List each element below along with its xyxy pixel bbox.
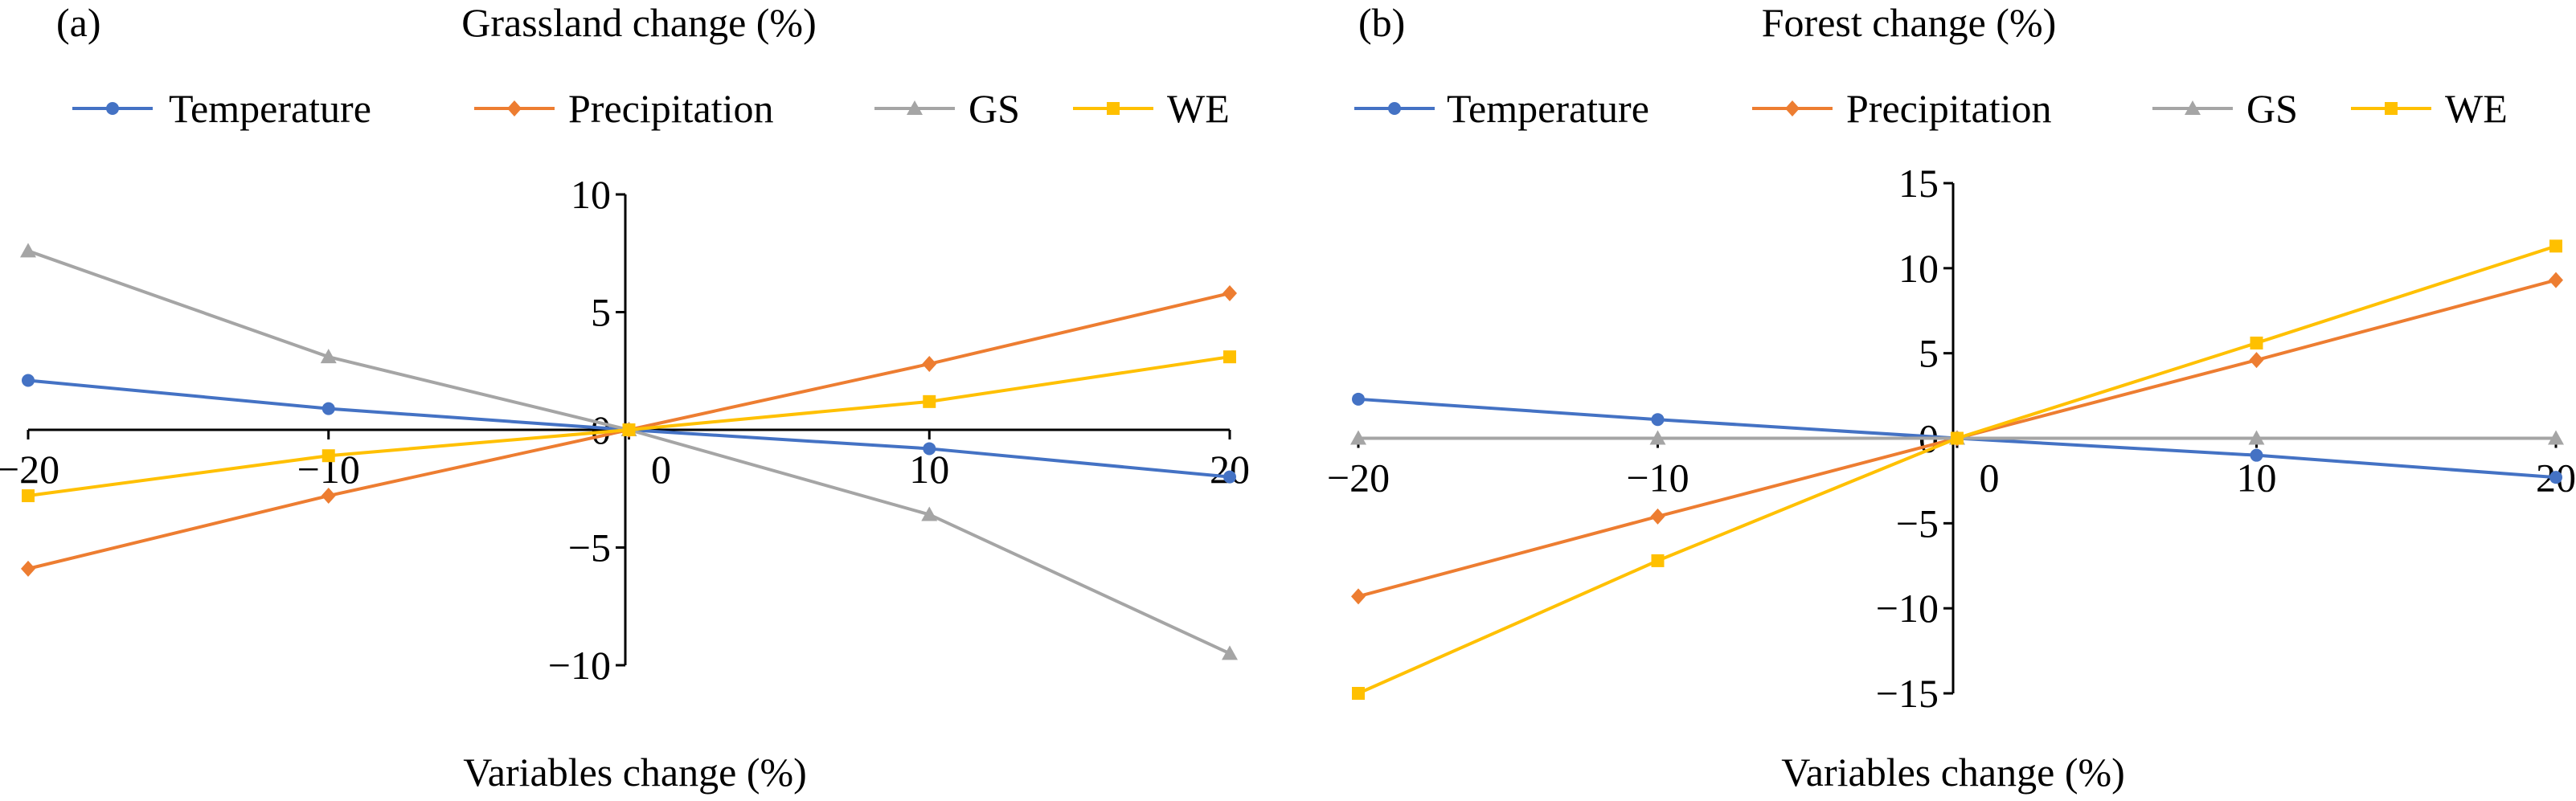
x-tick-label: −10	[1626, 456, 1689, 501]
data-point-we	[321, 449, 335, 463]
legend-marker	[106, 102, 119, 115]
data-point-we	[1352, 687, 1365, 700]
data-point-temperature	[923, 442, 936, 456]
data-point-temperature	[1223, 470, 1236, 484]
y-tick-label: −10	[548, 643, 611, 688]
legend-marker	[1785, 100, 1800, 116]
data-point-we	[1951, 431, 1964, 445]
y-tick-label: −15	[1876, 671, 1939, 716]
legend-label: Precipitation	[1846, 86, 2052, 131]
data-point-we	[22, 489, 35, 503]
x-tick-label: 10	[2237, 456, 2277, 501]
data-point-temperature	[1352, 392, 1365, 406]
y-tick-label: −10	[1876, 586, 1939, 631]
y-tick-label: 15	[1898, 161, 1939, 206]
data-point-gs	[320, 349, 337, 364]
series-line-gs	[27, 249, 1231, 656]
panel-b-label: (b)	[1358, 0, 1405, 45]
data-point-precipitation	[1351, 588, 1366, 605]
legend-marker	[2185, 100, 2201, 115]
data-point-gs	[2548, 430, 2564, 445]
legend: Temperature Precipitation GS WE	[1354, 86, 2508, 131]
data-point-precipitation	[21, 560, 35, 577]
legend-item-precipitation: Precipitation	[474, 86, 774, 131]
y-tick-label: 5	[591, 290, 611, 335]
data-point-gs	[1350, 430, 1366, 445]
data-point-we	[2549, 239, 2562, 253]
y-tick-label: 5	[1919, 331, 1939, 376]
panel-a-label: (a)	[56, 0, 101, 45]
y-tick-label: 10	[1898, 246, 1939, 291]
y-tick-label: −5	[1896, 501, 1939, 546]
data-point-precipitation	[2249, 352, 2264, 369]
panel-a-xlabel: Variables change (%)	[463, 750, 807, 795]
data-point-gs	[20, 243, 36, 258]
y-tick-label: 10	[571, 172, 611, 217]
data-point-gs	[921, 506, 938, 521]
legend-label: WE	[2445, 86, 2508, 131]
data-point-precipitation	[321, 488, 336, 505]
data-point-temperature	[1651, 413, 1665, 427]
data-point-gs	[2248, 430, 2265, 445]
legend-marker	[1107, 102, 1120, 115]
x-tick-label: −20	[0, 447, 59, 492]
legend-label: GS	[969, 86, 1020, 131]
data-point-temperature	[2250, 448, 2263, 462]
data-point-precipitation	[2549, 272, 2563, 288]
panel-a-title: Grassland change (%)	[461, 0, 816, 45]
data-point-precipitation	[1650, 508, 1665, 525]
y-tick-label: −5	[568, 525, 611, 570]
legend-marker	[507, 100, 522, 116]
data-point-precipitation	[1222, 285, 1237, 302]
series-line-we	[1358, 244, 2557, 695]
data-point-we	[923, 394, 936, 408]
legend-marker	[1388, 102, 1401, 115]
data-point-we	[622, 423, 636, 436]
chart-panel-b: 151050−5−10−15−20−1001020TemperaturePrec…	[1327, 86, 2576, 716]
panel-b-xlabel: Variables change (%)	[1781, 750, 2125, 795]
legend-marker	[2385, 102, 2398, 115]
legend-item-gs: GS	[2152, 86, 2298, 131]
legend-item-temperature: Temperature	[72, 86, 371, 131]
x-tick-label: 0	[651, 447, 671, 492]
data-point-temperature	[2549, 471, 2562, 484]
legend-item-we: WE	[1073, 86, 1230, 131]
legend-item-we: WE	[2351, 86, 2508, 131]
legend-marker	[907, 100, 923, 115]
legend-label: Temperature	[1447, 86, 1649, 131]
legend-label: Temperature	[169, 86, 371, 131]
legend-item-gs: GS	[874, 86, 1020, 131]
data-point-we	[2250, 336, 2263, 349]
x-tick-label: 20	[1210, 447, 1250, 492]
panel-b-title: Forest change (%)	[1762, 0, 2057, 45]
legend-item-temperature: Temperature	[1354, 86, 1649, 131]
data-point-precipitation	[922, 355, 937, 372]
data-point-gs	[1649, 430, 1666, 445]
data-point-we	[1223, 350, 1236, 364]
data-point-temperature	[22, 374, 35, 387]
x-tick-label: 0	[1980, 456, 2000, 501]
data-point-gs	[1222, 645, 1238, 660]
legend-label: Precipitation	[568, 86, 774, 131]
legend: Temperature Precipitation GS WE	[72, 86, 1230, 131]
legend-item-precipitation: Precipitation	[1752, 86, 2052, 131]
x-tick-label: −20	[1327, 456, 1390, 501]
legend-label: GS	[2246, 86, 2298, 131]
data-point-we	[1651, 554, 1665, 567]
data-point-temperature	[321, 402, 335, 415]
legend-label: WE	[1167, 86, 1230, 131]
